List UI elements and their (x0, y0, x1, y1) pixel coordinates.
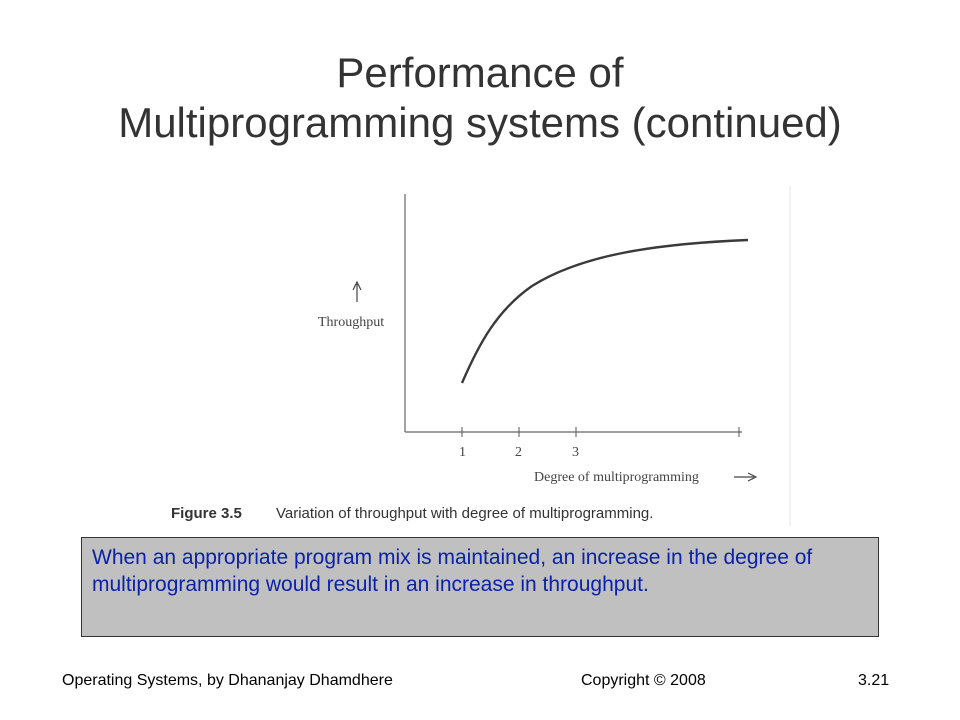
slide-title: Performance of Multiprogramming systems … (0, 48, 960, 148)
throughput-figure: 1 2 3 Degree of multiprogramming Through… (160, 186, 800, 526)
x-tick-label-3: 3 (572, 445, 579, 460)
y-axis-arrowhead (352, 280, 362, 291)
callout-text: When an appropriate program mix is maint… (92, 546, 813, 596)
footer-author: Operating Systems, by Dhananjay Dhamdher… (62, 672, 393, 689)
throughput-chart: 1 2 3 Degree of multiprogramming Through… (171, 186, 791, 526)
footer-copyright: Copyright © 2008 (581, 672, 706, 689)
x-tick-label-1: 1 (459, 445, 466, 460)
y-axis-label: Throughput (318, 315, 384, 330)
x-axis-label: Degree of multiprogramming (534, 470, 699, 485)
x-axis-arrowhead (747, 472, 758, 482)
title-line-1: Performance of (336, 49, 624, 96)
x-tick-label-2: 2 (515, 445, 522, 460)
throughput-curve (460, 238, 749, 384)
figure-caption-text: Variation of throughput with degree of m… (276, 505, 653, 522)
callout-box: When an appropriate program mix is maint… (81, 537, 879, 637)
footer-slide-number: 3.21 (858, 672, 890, 689)
title-line-2: Multiprogramming systems (continued) (118, 99, 842, 146)
figure-caption-label: Figure 3.5 (171, 505, 242, 522)
